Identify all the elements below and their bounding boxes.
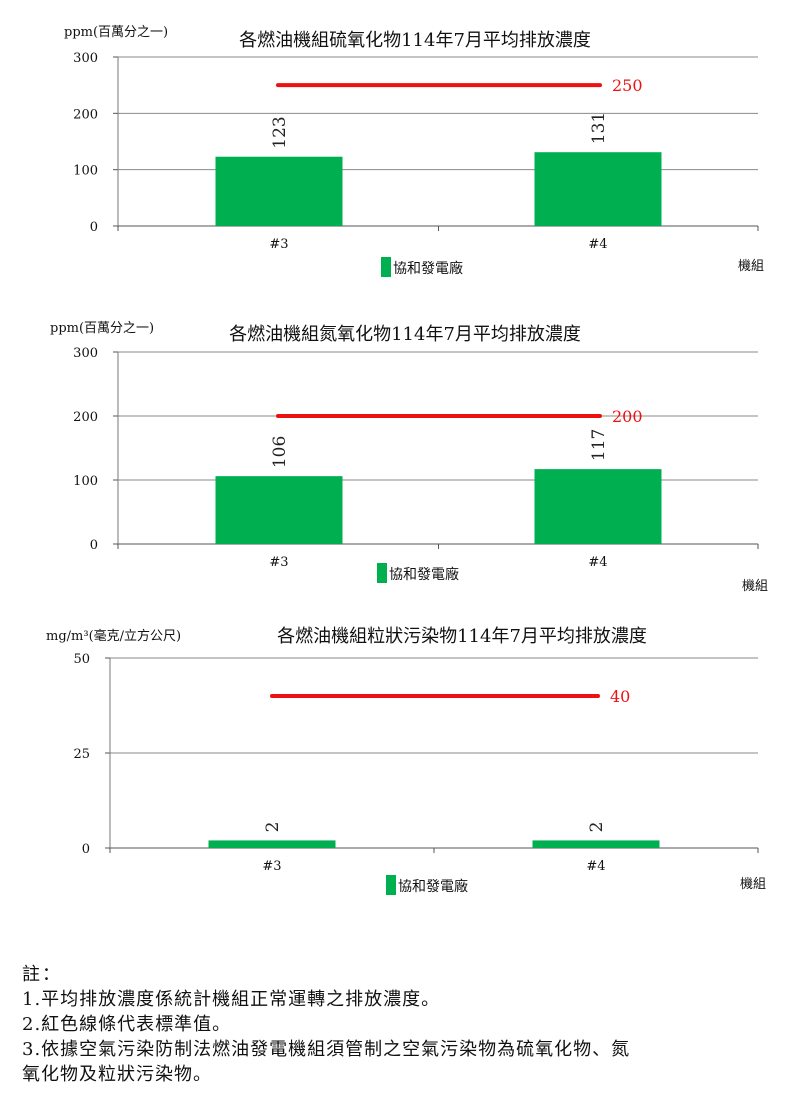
y-axis-label: ppm(百萬分之一) (64, 25, 168, 40)
bar-1 (208, 840, 336, 848)
x-tick-label-1: #3 (262, 859, 281, 874)
y-axis-label: mg/m³(毫克/立方公尺) (46, 628, 181, 644)
x-tick-label-2: #4 (586, 859, 605, 874)
x-axis-label: 機組 (738, 259, 764, 274)
y-tick-label: 0 (90, 220, 98, 235)
legend-label: 協和發電廠 (398, 878, 468, 895)
chart-title: 各燃油機組硫氧化物114年7月平均排放濃度 (239, 30, 591, 51)
bar-2 (532, 840, 660, 848)
chart-title: 各燃油機組氮氧化物114年7月平均排放濃度 (229, 324, 581, 345)
legend-swatch (386, 875, 396, 895)
legend-label: 協和發電廠 (393, 260, 463, 277)
nox-chart-svg: 各燃油機組氮氧化物114年7月平均排放濃度 ppm(百萬分之一) 0 100 200 30… (50, 321, 768, 594)
standard-value-label: 40 (610, 687, 630, 706)
y-tick-label: 200 (73, 410, 98, 425)
bar-2 (534, 152, 662, 226)
note-item-3: 3.依據空氣污染防制法燃油發電機組須管制之空氣污染物為硫氧化物、氮 (22, 1039, 631, 1060)
bar-value-label-2: 117 (589, 429, 609, 461)
y-tick-label: 200 (73, 107, 98, 122)
x-tick-label-1: #3 (269, 555, 288, 570)
y-axis-label: ppm(百萬分之一) (50, 321, 154, 336)
pm-chart: 各燃油機組粒狀污染物114年7月平均排放濃度 mg/m³(毫克/立方公尺) 0 25 5… (0, 616, 793, 916)
x-axis-label: 機組 (742, 579, 768, 594)
notes-title: 註： (22, 964, 62, 985)
bar-value-label-1: 2 (263, 822, 283, 833)
note-item-3-continued: 氧化物及粒狀污染物。 (22, 1064, 212, 1085)
bar-2 (534, 469, 662, 544)
x-axis-label: 機組 (740, 877, 766, 892)
y-tick-label: 25 (73, 747, 90, 762)
x-tick-label-2: #4 (588, 555, 607, 570)
y-tick-label: 100 (73, 474, 98, 489)
bar-1 (215, 156, 343, 226)
y-tick-label: 100 (73, 164, 98, 179)
bar-value-label-1: 123 (270, 116, 290, 148)
x-tick-label-1: #3 (269, 237, 288, 252)
bar-value-label-2: 131 (589, 112, 609, 144)
y-tick-label: 300 (73, 51, 98, 66)
sox-chart-svg: 各燃油機組硫氧化物114年7月平均排放濃度 ppm(百萬分之一) 0 100 200 30… (64, 25, 764, 277)
standard-value-label: 250 (612, 76, 643, 95)
bar-value-label-1: 106 (270, 436, 290, 468)
pm-chart-svg: 各燃油機組粒狀污染物114年7月平均排放濃度 mg/m³(毫克/立方公尺) 0 25 5… (46, 626, 766, 895)
standard-value-label: 200 (612, 407, 643, 426)
x-tick-label-2: #4 (588, 237, 607, 252)
y-tick-label: 0 (90, 538, 98, 553)
y-tick-label: 50 (73, 652, 90, 667)
nox-chart: 各燃油機組氮氧化物114年7月平均排放濃度 ppm(百萬分之一) 0 100 200 30… (0, 312, 793, 602)
chart-title: 各燃油機組粒狀污染物114年7月平均排放濃度 (277, 626, 647, 647)
legend-swatch (381, 257, 391, 277)
legend-label: 協和發電廠 (389, 566, 459, 583)
y-tick-label: 300 (73, 346, 98, 361)
note-item-2: 2.紅色線條代表標準值。 (22, 1014, 232, 1035)
notes: 註： 1.平均排放濃度係統計機組正常運轉之排放濃度。 2.紅色線條代表標準值。 … (22, 962, 782, 1087)
note-item-1: 1.平均排放濃度係統計機組正常運轉之排放濃度。 (22, 989, 441, 1010)
bar-1 (215, 476, 343, 544)
sox-chart: 各燃油機組硫氧化物114年7月平均排放濃度 ppm(百萬分之一) 0 100 200 30… (0, 0, 793, 300)
bar-value-label-2: 2 (587, 822, 607, 833)
legend-swatch (377, 563, 387, 583)
y-tick-label: 0 (82, 842, 90, 857)
